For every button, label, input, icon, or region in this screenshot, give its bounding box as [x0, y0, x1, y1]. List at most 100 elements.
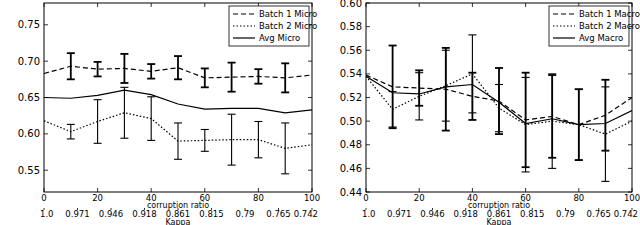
error-bar — [94, 62, 102, 77]
error-bar-stem — [419, 73, 420, 120]
error-bar-stem — [498, 68, 500, 134]
y-tick — [366, 26, 370, 27]
error-bar-stem — [231, 63, 233, 92]
plot-data — [44, 53, 312, 174]
error-bar-cap — [94, 76, 102, 78]
error-bar-cap — [575, 160, 583, 161]
error-bar — [442, 50, 450, 121]
error-bar-cap — [147, 63, 155, 65]
legend: Batch 1 MacroBatch 2 MacroAvg Macro — [549, 6, 640, 46]
legend: Batch 1 MicroBatch 2 MicroAvg Micro — [229, 6, 317, 46]
error-bar-cap — [442, 121, 450, 122]
series-line — [366, 76, 632, 124]
error-bar-stem — [445, 48, 447, 131]
error-bar-stem — [151, 97, 152, 141]
x2-tick-label: 0.765 — [266, 209, 290, 219]
x-tick — [97, 3, 98, 7]
x-tick — [97, 188, 98, 192]
error-bar-cap — [281, 173, 289, 174]
y-tick-label: 0.56 — [340, 45, 362, 56]
y-tick — [366, 73, 370, 74]
error-bar-cap — [174, 55, 182, 57]
x2-tick-label: 0.815 — [199, 209, 223, 219]
x2-tick-label: 0.765 — [587, 209, 611, 219]
y-tick — [44, 24, 48, 25]
x2-tick-label: 1.0 — [40, 209, 54, 219]
x-tick-label: 80 — [253, 193, 264, 203]
error-bar-cap — [201, 68, 209, 70]
y-tick-label: 0.50 — [340, 116, 362, 127]
error-bar-cap — [601, 86, 609, 87]
error-bar — [442, 48, 450, 131]
error-bar-cap — [174, 122, 182, 123]
plot-data — [366, 35, 632, 181]
x-tick — [204, 3, 205, 7]
error-bar-cap — [147, 140, 155, 141]
error-bar — [120, 54, 128, 83]
error-bar-stem — [204, 68, 206, 87]
legend-label: Batch 1 Macro — [579, 9, 640, 19]
y-tick-label: 0.55 — [18, 165, 40, 176]
y-tick — [366, 97, 370, 98]
legend-swatch — [233, 37, 255, 38]
error-bar-cap — [94, 143, 102, 144]
error-bar — [281, 123, 289, 174]
error-bar-cap — [201, 129, 209, 130]
y-tick-label: 0.60 — [340, 0, 362, 9]
x-tick — [472, 188, 473, 192]
error-bar-cap — [201, 151, 209, 152]
x-tick — [525, 188, 526, 192]
x-tick-label: 20 — [92, 193, 103, 203]
error-bar-cap — [389, 45, 397, 47]
error-bar-stem — [258, 121, 259, 157]
error-bar-cap — [281, 62, 289, 64]
x2-axis-label: Kappa — [165, 218, 190, 225]
error-bar-cap — [601, 79, 609, 81]
x-tick — [258, 188, 259, 192]
error-bar-cap — [495, 133, 503, 135]
error-bar-stem — [97, 100, 98, 144]
error-bar-stem — [392, 92, 393, 127]
x-tick — [525, 3, 526, 7]
error-bar-cap — [442, 130, 450, 132]
error-bar-cap — [67, 78, 75, 80]
error-bar-cap — [389, 126, 397, 127]
y-tick-label: 0.52 — [340, 92, 362, 103]
error-bar-stem — [257, 69, 259, 84]
y-tick — [308, 133, 312, 134]
y-tick — [308, 61, 312, 62]
y-tick — [308, 170, 312, 171]
y-tick-label: 0.54 — [340, 68, 362, 79]
error-bar-cap — [281, 122, 289, 123]
error-bar-stem — [177, 123, 178, 159]
y-tick — [44, 170, 48, 171]
error-bar-cap — [94, 99, 102, 100]
error-bar — [147, 97, 155, 141]
panel: 0.440.460.480.500.520.540.560.580.600204… — [340, 0, 640, 225]
x-tick-label: 80 — [573, 193, 584, 203]
series-line — [44, 90, 312, 113]
error-bar — [254, 121, 262, 157]
error-bar — [201, 129, 209, 151]
error-bar — [201, 68, 209, 87]
series-line — [366, 74, 632, 134]
error-bar-stem — [150, 64, 152, 79]
error-bar-cap — [120, 53, 128, 55]
x-tick — [578, 188, 579, 192]
error-bar-cap — [522, 77, 530, 78]
error-bar-cap — [495, 84, 503, 85]
figure: 0.550.600.650.700.75020406080100corrupti… — [0, 0, 640, 225]
error-bar-cap — [415, 119, 423, 120]
error-bar-cap — [120, 87, 128, 88]
y-tick — [366, 121, 370, 122]
error-bar-cap — [548, 73, 556, 74]
error-bar-stem — [231, 114, 232, 165]
y-tick — [628, 50, 632, 51]
x2-tick-label: 0.79 — [556, 209, 575, 219]
error-bar — [415, 73, 423, 120]
x2-axis-label: Kappa — [486, 218, 511, 225]
error-bar-stem — [472, 35, 473, 113]
error-bar-cap — [281, 92, 289, 94]
error-bar — [67, 124, 75, 139]
error-bar — [389, 92, 397, 127]
